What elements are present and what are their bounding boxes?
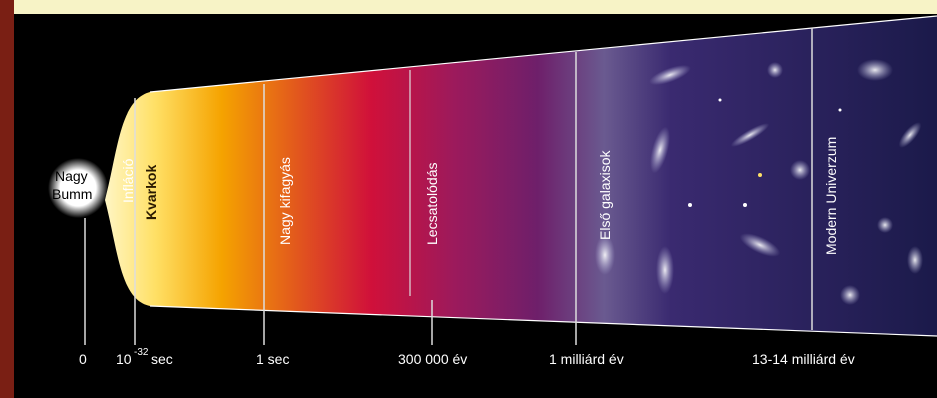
label-decoupling: Lecsatolódás <box>424 162 440 245</box>
label-inflation: Infláció <box>120 158 136 203</box>
left-frame <box>0 0 14 398</box>
time-label-3: 300 000 év <box>398 351 467 367</box>
galaxy <box>857 59 893 81</box>
time-label-1-base: 10 <box>116 351 132 367</box>
time-label-2: 1 sec <box>256 351 289 367</box>
time-label-1-unit: sec <box>151 351 173 367</box>
label-first-galaxies: Első galaxisok <box>597 150 613 240</box>
cone-top-edge <box>149 15 937 93</box>
galaxy <box>595 235 615 275</box>
universe-cone <box>105 16 937 336</box>
label-quarks: Kvarkok <box>143 165 159 220</box>
star <box>758 173 762 177</box>
star <box>838 108 842 112</box>
time-label-5: 13-14 milliárd év <box>752 351 855 367</box>
cone-bottom-edge <box>149 305 937 337</box>
top-band <box>0 0 937 14</box>
star <box>743 203 747 207</box>
big-bang-label-line2: Bumm <box>52 186 92 202</box>
galaxy <box>877 217 893 233</box>
galaxy <box>650 126 670 174</box>
galaxy <box>898 122 922 148</box>
time-label-4: 1 milliárd év <box>549 351 624 367</box>
galaxy <box>656 246 674 294</box>
big-bang-label-line1: Nagy <box>55 168 88 184</box>
galaxy <box>649 65 691 85</box>
galaxy <box>790 160 810 180</box>
galaxy <box>840 285 860 305</box>
time-label-1-exp: -32 <box>134 347 149 358</box>
label-freezeout: Nagy kifagyás <box>277 157 293 245</box>
galaxy <box>767 62 783 78</box>
big-bang-glow <box>48 158 108 218</box>
galaxy <box>739 233 781 257</box>
label-modern-universe: Modern Univerzum <box>823 137 839 255</box>
galaxy <box>730 123 770 147</box>
star <box>688 203 692 207</box>
star <box>718 98 722 102</box>
galaxies <box>595 59 923 305</box>
galaxy <box>907 246 923 274</box>
time-label-0: 0 <box>79 351 87 367</box>
